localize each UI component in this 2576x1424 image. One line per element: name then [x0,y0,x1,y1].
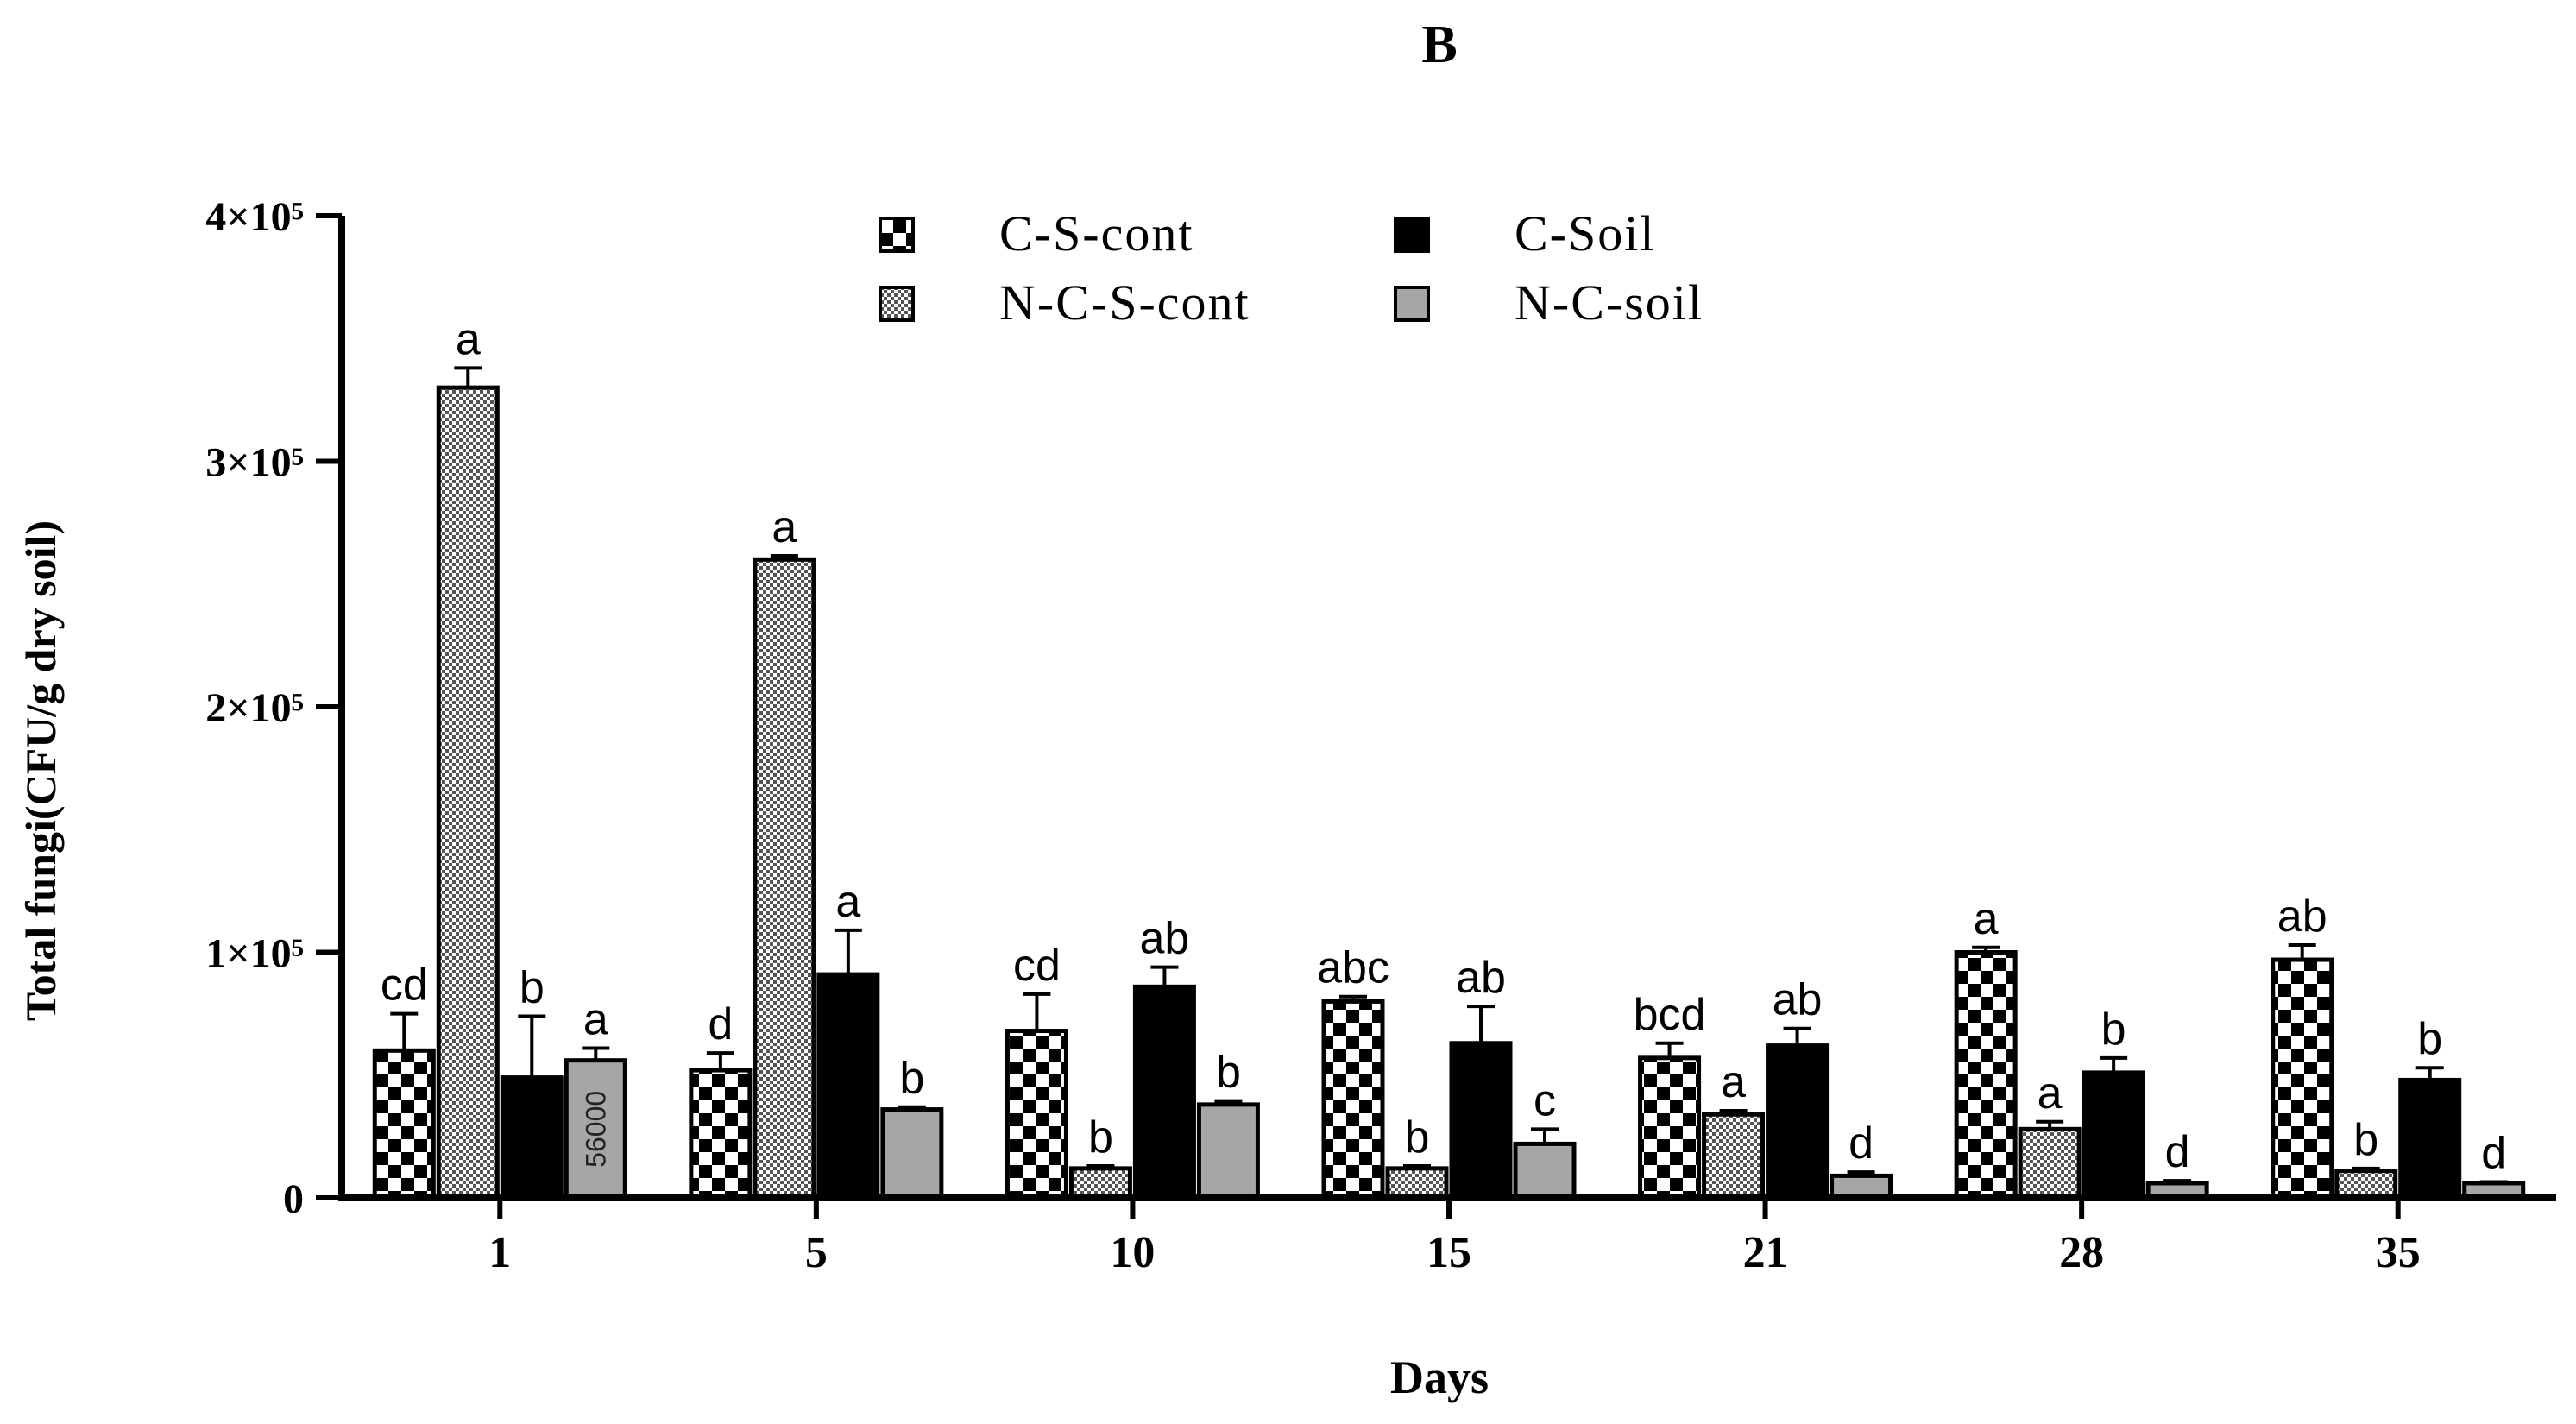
significance-letter-2-3: ab [1456,953,1506,1003]
y-tick-label-3: 3×10⁵ [205,440,304,486]
bar-c-soil-day-1 [500,1075,564,1200]
bar-n-c-soil-day-5 [880,1107,944,1200]
bar-c-soil-day-10 [1132,984,1196,1200]
legend-swatch-c-soil [1394,217,1430,253]
significance-letter-0-2: cd [1013,941,1061,991]
panel-label: B [1421,16,1457,74]
significance-letter-0-5: a [1974,894,1999,944]
significance-letter-0-3: abc [1317,943,1389,993]
significance-letter-3-0: a [583,994,608,1044]
bars-layer: cdaba56000daabcdbabbabcbabcbcdaabdaabdab… [372,314,2526,1200]
significance-letter-1-1: a [772,502,797,552]
bar-c-s-cont-day-5 [689,1068,753,1200]
significance-letter-1-5: a [2037,1068,2063,1118]
bar-c-s-cont-day-21 [1638,1055,1702,1200]
significance-letter-2-6: b [2417,1014,2442,1064]
x-tick-label-15: 15 [1427,1228,1471,1277]
bar-c-soil-day-28 [2082,1070,2145,1200]
bar-c-s-cont-day-28 [1954,950,2018,1200]
bar-n-c-s-cont-day-1 [436,385,500,1200]
bar-value-label: 56000 [580,1091,611,1168]
significance-letter-2-2: ab [1140,914,1190,964]
bar-n-c-s-cont-day-21 [1702,1112,1766,1200]
x-tick-label-21: 21 [1743,1228,1788,1277]
significance-letter-2-5: b [2101,1005,2126,1055]
bar-c-s-cont-day-1 [372,1048,436,1200]
legend-swatch-c-s-cont [879,217,915,253]
x-tick-label-10: 10 [1110,1228,1155,1277]
bar-c-soil-day-5 [816,972,880,1200]
y-tick-label-4: 4×10⁵ [205,194,304,240]
bar-c-s-cont-day-15 [1321,999,1385,1200]
x-axis-label: Days [1390,1352,1489,1403]
significance-letter-2-0: b [520,962,545,1012]
bar-n-c-s-cont-day-5 [753,557,816,1200]
significance-letter-1-0: a [456,314,481,364]
significance-letter-1-2: b [1088,1112,1113,1163]
bar-c-s-cont-day-35 [2271,957,2334,1200]
y-tick-label-0: 0 [283,1176,304,1222]
bar-n-c-s-cont-day-15 [1385,1166,1449,1200]
bar-n-c-s-cont-day-10 [1068,1166,1132,1200]
y-axis-label: Total fungi(CFU/g dry soil) [16,520,65,1021]
y-tick-label-1: 1×10⁵ [205,931,304,977]
significance-letter-3-6: d [2481,1129,2506,1179]
legend-label-n-c-soil: N-C-soil [1515,274,1704,331]
bar-c-soil-day-15 [1449,1041,1513,1200]
legend-label-c-soil: C-Soil [1515,205,1656,261]
legend-swatch-n-c-soil [1394,286,1430,322]
bar-n-c-s-cont-day-28 [2018,1126,2082,1200]
significance-letter-3-1: b [899,1054,924,1104]
significance-letter-0-1: d [708,999,733,1049]
x-tick-label-5: 5 [805,1228,828,1277]
y-tick-label-2: 2×10⁵ [205,685,304,731]
bar-n-c-soil-day-10 [1196,1102,1260,1200]
significance-letter-3-3: c [1534,1075,1556,1125]
bar-n-c-s-cont-day-35 [2334,1169,2398,1200]
bar-c-s-cont-day-10 [1005,1029,1068,1200]
bar-n-c-soil-day-1 [564,1058,627,1200]
bar-n-c-soil-day-21 [1830,1173,1893,1200]
significance-letter-0-6: ab [2277,892,2327,942]
significance-letter-2-4: ab [1773,975,1823,1025]
bar-c-soil-day-35 [2398,1077,2462,1200]
legend-swatch-n-c-s-cont [879,286,915,322]
x-tick-label-28: 28 [2059,1228,2104,1277]
significance-letter-0-4: bcd [1634,990,1706,1040]
significance-letter-2-1: a [835,877,860,927]
significance-letter-3-2: b [1216,1048,1241,1098]
significance-letter-3-5: d [2165,1127,2190,1177]
significance-letter-0-0: cd [381,961,428,1011]
x-tick-label-1: 1 [488,1228,511,1277]
significance-letter-1-6: b [2353,1115,2378,1165]
significance-letter-1-3: b [1405,1112,1430,1163]
significance-letter-3-4: d [1849,1118,1874,1169]
legend-label-c-s-cont: C-S-cont [999,205,1194,261]
legend: C-S-cont C-Soil N-C-S-cont N-C-soil [879,205,1704,331]
significance-letter-1-4: a [1721,1057,1746,1107]
bar-n-c-soil-day-15 [1513,1141,1577,1200]
x-tick-label-35: 35 [2376,1228,2421,1277]
legend-label-n-c-s-cont: N-C-S-cont [999,274,1250,331]
bar-c-soil-day-21 [1766,1043,1830,1200]
